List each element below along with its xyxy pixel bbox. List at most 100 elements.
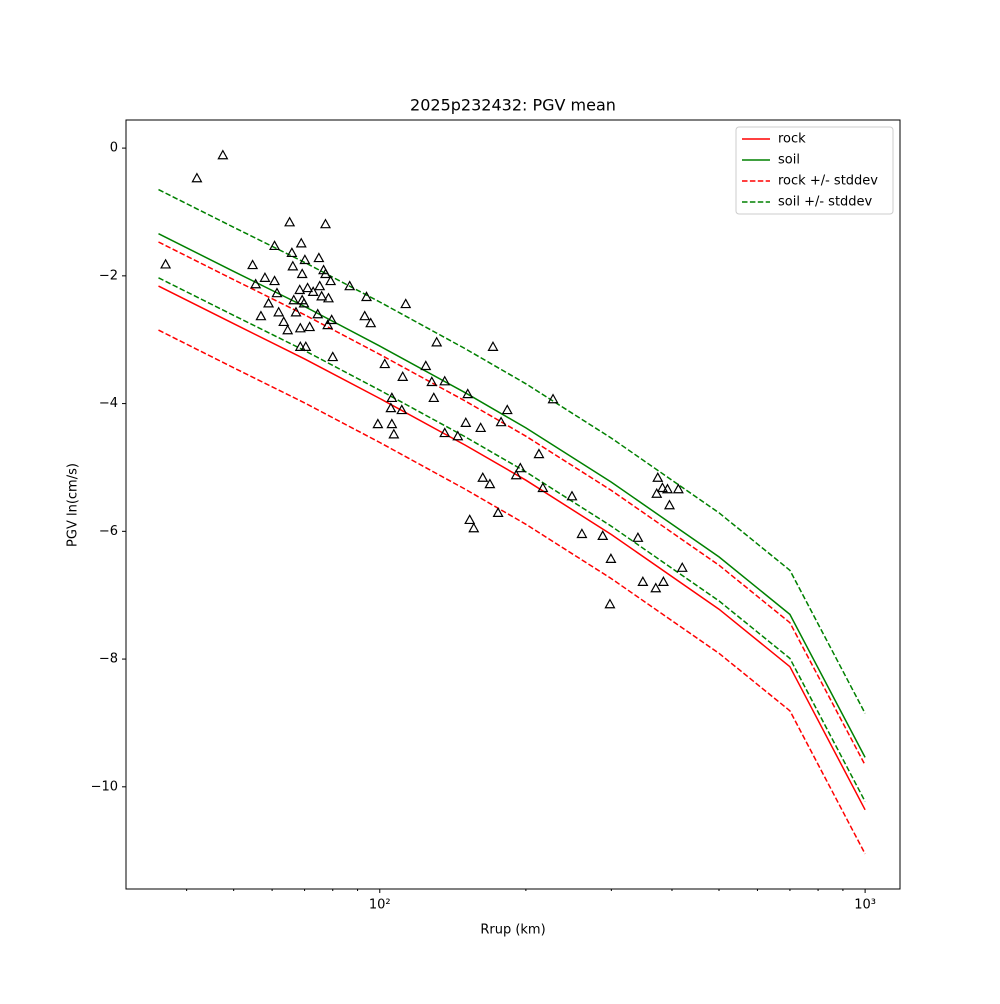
- scatter-point: [510, 469, 522, 480]
- scatter-point: [326, 314, 338, 325]
- line: [158, 277, 866, 802]
- scatter-point: [307, 286, 319, 297]
- scatter-point: [217, 149, 229, 160]
- scatter-point: [661, 483, 674, 494]
- scatter-point: [533, 448, 545, 459]
- scatter-point: [294, 322, 306, 333]
- scatter-point: [269, 240, 281, 251]
- scatter-point: [359, 310, 371, 321]
- scatter-point: [462, 388, 474, 399]
- y-axis-label: PGV ln(cm/s): [66, 463, 81, 547]
- scatter-point: [468, 522, 480, 533]
- scatter-point: [298, 297, 310, 308]
- x-tick-label: 10³: [854, 898, 876, 913]
- scatter-point: [325, 275, 337, 286]
- scatter-point: [426, 376, 438, 387]
- scatter-point: [420, 360, 432, 371]
- y-tick-label: −2: [99, 268, 118, 283]
- scatter-point: [576, 528, 588, 539]
- scatter-point: [604, 598, 616, 609]
- scatter-point: [250, 278, 262, 289]
- line: [158, 329, 866, 855]
- scatter-point: [651, 487, 663, 498]
- scatter-point: [657, 576, 669, 586]
- scatter-point: [313, 252, 325, 263]
- scatter-point: [663, 499, 676, 510]
- scatter-point: [322, 292, 335, 303]
- plot-frame: [125, 119, 901, 890]
- legend-box: [735, 126, 894, 215]
- scatter-point: [431, 336, 443, 347]
- scatter-point: [676, 561, 688, 572]
- scatter-point: [278, 316, 290, 327]
- scatter-point: [397, 371, 409, 381]
- scatter-point: [360, 291, 373, 302]
- scatter-point: [672, 483, 684, 494]
- scatter-point: [637, 576, 649, 586]
- scatter-point: [379, 358, 391, 369]
- scatter-point: [477, 471, 489, 482]
- scatter-point: [484, 478, 496, 489]
- scatter-point: [439, 375, 451, 386]
- scatter-point: [547, 393, 559, 404]
- x-tick-label: 10²: [369, 898, 391, 913]
- scatter-point: [386, 418, 398, 429]
- scatter-point: [327, 351, 339, 362]
- scatter-point: [386, 392, 398, 403]
- scatter-point: [464, 514, 476, 525]
- x-axis-label: Rrup (km): [480, 923, 545, 938]
- scatter-point: [290, 306, 302, 317]
- scatter-point: [566, 490, 578, 501]
- scatter-point: [295, 237, 307, 248]
- scatter-point: [271, 287, 283, 298]
- scatter-point: [537, 482, 549, 493]
- scatter-point: [304, 321, 316, 332]
- legend-label: soil: [778, 153, 800, 168]
- scatter-point: [312, 308, 324, 319]
- legend-label: soil +/- stddev: [778, 195, 873, 210]
- scatter-point: [259, 272, 271, 282]
- line: [158, 241, 866, 766]
- scatter-point: [372, 418, 384, 429]
- scatter-point: [656, 482, 668, 493]
- scatter-point: [255, 310, 267, 321]
- scatter-point: [319, 218, 332, 229]
- scatter-point: [286, 247, 298, 258]
- scatter-point: [160, 258, 172, 269]
- scatter-point: [475, 422, 487, 433]
- scatter-point: [632, 531, 644, 542]
- scatter-point: [294, 284, 306, 295]
- scatter-point: [273, 306, 285, 317]
- scatter-point: [247, 259, 259, 270]
- scatter-point: [652, 471, 664, 482]
- scatter-point: [300, 341, 312, 351]
- scatter-point: [400, 298, 412, 309]
- scatter-point: [428, 392, 440, 403]
- scatter-point: [650, 582, 662, 593]
- line: [158, 233, 866, 758]
- scatter-point: [284, 216, 296, 227]
- scatter-point: [487, 341, 499, 351]
- scatter-point: [282, 324, 294, 335]
- scatter-point: [452, 430, 464, 441]
- scatter-point: [316, 290, 328, 301]
- scatter-point: [191, 172, 203, 183]
- scatter-point: [495, 416, 507, 427]
- scatter-point: [294, 341, 306, 351]
- legend-label: rock: [778, 132, 806, 147]
- chart-title: 2025p232432: PGV mean: [410, 96, 616, 115]
- scatter-point: [396, 404, 408, 415]
- y-tick-label: −10: [91, 779, 118, 794]
- scatter-point: [344, 280, 356, 291]
- line: [158, 188, 866, 714]
- y-tick-label: 0: [110, 141, 118, 156]
- scatter-point: [322, 319, 334, 330]
- legend: rock soil rock +/- stddev soil +/- stddev: [735, 126, 894, 215]
- scatter-point: [439, 427, 451, 438]
- y-tick-label: −6: [99, 524, 118, 539]
- scatter-point: [319, 268, 332, 279]
- scatter-point: [299, 254, 311, 265]
- scatter-point: [460, 417, 472, 427]
- scatter-point: [501, 404, 513, 415]
- scatter-point: [514, 462, 526, 473]
